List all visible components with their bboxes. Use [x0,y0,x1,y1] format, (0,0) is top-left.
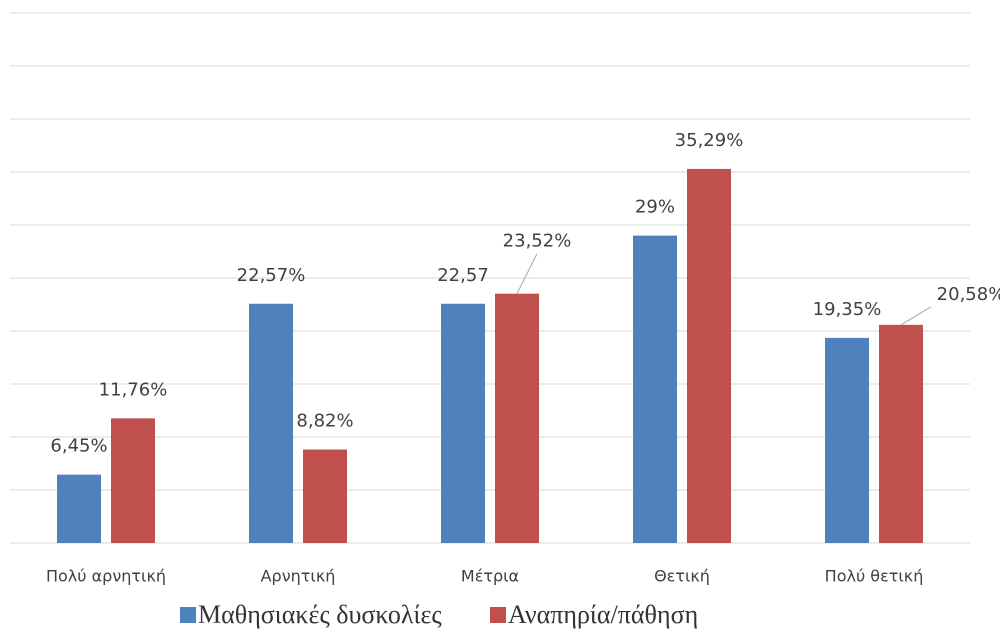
legend-label: Μαθησιακές δυσκολίες [198,600,442,629]
bar [879,324,923,543]
bar [441,303,485,543]
legend-label: Αναπηρία/πάθηση [508,600,698,629]
x-tick-label: Πολύ αρνητική [46,567,166,586]
legend-swatch [490,607,506,623]
data-label: 23,52% [503,231,572,252]
data-label: 11,76% [99,379,168,400]
x-tick-label: Πολύ θετική [825,567,924,586]
bar [303,449,347,543]
data-label: 19,35% [813,299,882,320]
bar [633,235,677,543]
data-label: 35,29% [675,130,744,151]
data-label: 29% [635,197,675,218]
data-label: 22,57% [237,265,306,286]
data-label: 6,45% [50,436,107,457]
bar [495,293,539,543]
leader-line [516,253,538,294]
bar [825,337,869,543]
x-tick-label: Θετική [654,567,710,586]
x-tick-label: Μέτρια [461,567,519,586]
bar [249,303,293,543]
data-label: 8,82% [296,411,353,432]
data-label: 20,58% [937,284,1000,305]
x-tick-label: Αρνητική [261,567,336,586]
bar [111,418,155,543]
data-label: 22,57 [437,265,489,286]
leader-line [900,306,932,326]
legend-swatch [180,607,196,623]
bar [57,474,101,543]
bar [687,168,731,543]
